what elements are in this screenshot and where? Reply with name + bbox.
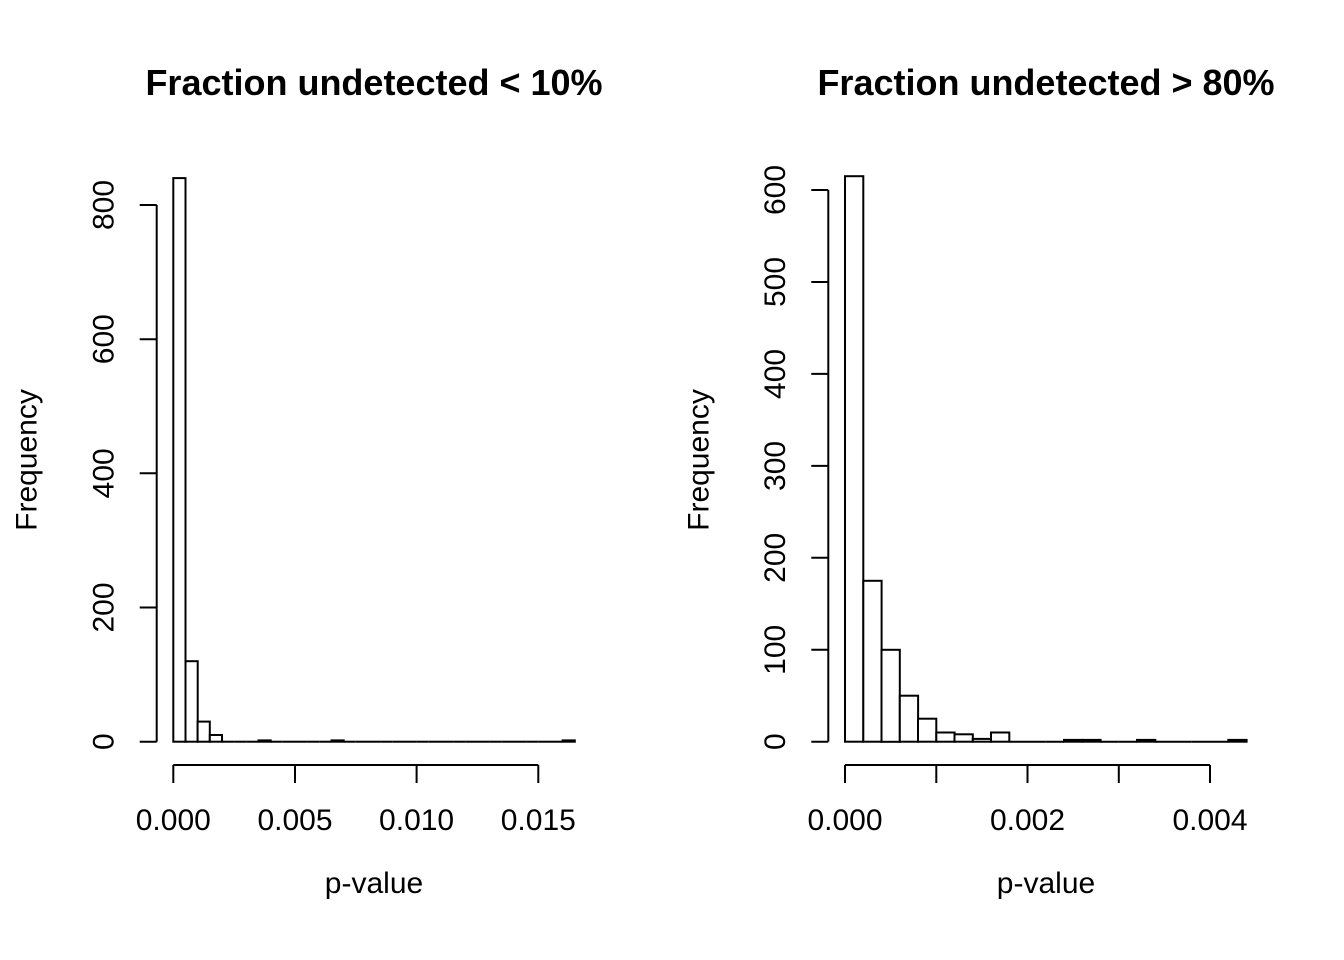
histogram-bar bbox=[1136, 738, 1157, 743]
histogram-bar bbox=[917, 717, 938, 743]
histogram-bar bbox=[330, 739, 345, 743]
panel-title: Fraction undetected > 80% bbox=[817, 62, 1274, 103]
histogram-bar bbox=[172, 177, 187, 743]
histogram-bar bbox=[844, 175, 865, 743]
histogram-bar bbox=[184, 660, 199, 743]
histogram-bar bbox=[196, 720, 211, 743]
histogram-bar bbox=[1227, 738, 1248, 743]
histogram-bar bbox=[208, 734, 224, 743]
y-tick-label: 0 bbox=[88, 733, 121, 750]
y-tick-label: 500 bbox=[759, 257, 792, 307]
histogram-bar bbox=[257, 739, 272, 743]
y-tick-label: 800 bbox=[88, 180, 121, 230]
histogram-bar bbox=[561, 739, 576, 743]
x-tick-label: 0.000 bbox=[807, 804, 882, 837]
y-tick-label: 200 bbox=[759, 533, 792, 583]
y-tick-label: 200 bbox=[88, 582, 121, 632]
histogram-bar bbox=[1063, 738, 1084, 743]
plot-area: 0 200 400 600 800 0.000 0.005 0.010 0.015 bbox=[88, 177, 576, 837]
panel-left: Fraction undetected < 10% p-value Freque… bbox=[11, 62, 603, 900]
x-tick-label: 0.002 bbox=[990, 804, 1065, 837]
y-tick-label: 0 bbox=[759, 733, 792, 750]
y-tick-label: 600 bbox=[759, 165, 792, 215]
x-tick-label: 0.010 bbox=[379, 804, 454, 837]
y-axis-label: Frequency bbox=[11, 389, 44, 531]
panel-title: Fraction undetected < 10% bbox=[145, 62, 602, 103]
y-tick-label: 400 bbox=[759, 349, 792, 399]
y-tick-label: 300 bbox=[759, 441, 792, 491]
panel-right: Fraction undetected > 80% p-value Freque… bbox=[683, 62, 1275, 900]
histogram-bar bbox=[971, 737, 993, 743]
y-tick-label: 400 bbox=[88, 448, 121, 498]
x-axis-label: p-value bbox=[325, 867, 423, 900]
histogram-bar bbox=[862, 579, 883, 743]
x-tick-label: 0.004 bbox=[1172, 804, 1247, 837]
histogram-bar bbox=[990, 731, 1011, 743]
histogram-bar bbox=[935, 731, 956, 743]
histogram-bar bbox=[880, 648, 901, 743]
histogram-bar bbox=[1081, 738, 1102, 743]
x-axis-label: p-value bbox=[997, 867, 1095, 900]
x-tick-label: 0.000 bbox=[136, 804, 211, 837]
y-tick-label: 600 bbox=[88, 314, 121, 364]
y-tick-label: 100 bbox=[759, 625, 792, 675]
plot-area: 0 100 200 300 400 500 600 0.000 0.002 0.004 bbox=[759, 165, 1248, 837]
x-tick-label: 0.015 bbox=[501, 804, 576, 837]
x-tick-label: 0.005 bbox=[257, 804, 332, 837]
histogram-bar bbox=[953, 733, 974, 743]
histogram-bar bbox=[898, 694, 920, 743]
y-axis-label: Frequency bbox=[683, 389, 716, 531]
